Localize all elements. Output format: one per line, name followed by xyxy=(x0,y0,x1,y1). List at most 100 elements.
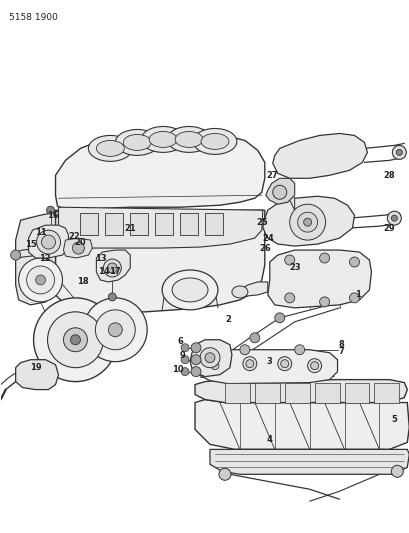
Polygon shape xyxy=(284,179,294,210)
Circle shape xyxy=(34,298,117,382)
Ellipse shape xyxy=(175,132,202,148)
Polygon shape xyxy=(29,225,68,258)
Polygon shape xyxy=(239,282,267,296)
Polygon shape xyxy=(262,196,354,246)
Polygon shape xyxy=(16,212,55,305)
Text: 1: 1 xyxy=(354,290,360,300)
Ellipse shape xyxy=(231,286,247,298)
Circle shape xyxy=(47,206,54,214)
Circle shape xyxy=(391,215,396,221)
Circle shape xyxy=(191,367,200,377)
Text: 23: 23 xyxy=(288,263,300,272)
Circle shape xyxy=(191,354,200,365)
Text: 21: 21 xyxy=(124,224,136,232)
Circle shape xyxy=(41,235,55,249)
Circle shape xyxy=(284,293,294,303)
Text: 20: 20 xyxy=(74,238,86,247)
Circle shape xyxy=(391,465,402,477)
Circle shape xyxy=(387,211,400,225)
Circle shape xyxy=(204,353,214,362)
Text: 17: 17 xyxy=(109,268,121,277)
Circle shape xyxy=(303,218,311,226)
Circle shape xyxy=(103,259,121,277)
Circle shape xyxy=(307,359,321,373)
Circle shape xyxy=(280,360,288,368)
Circle shape xyxy=(36,230,61,254)
Circle shape xyxy=(181,356,189,364)
Polygon shape xyxy=(190,340,231,377)
Circle shape xyxy=(348,293,359,303)
Circle shape xyxy=(319,297,329,307)
Text: 12: 12 xyxy=(38,254,50,263)
Text: 15: 15 xyxy=(25,239,36,248)
Circle shape xyxy=(200,348,219,368)
Polygon shape xyxy=(55,210,264,312)
Ellipse shape xyxy=(115,130,159,156)
Text: 18: 18 xyxy=(76,278,88,286)
Bar xyxy=(180,213,198,235)
Circle shape xyxy=(83,298,147,362)
Text: 7: 7 xyxy=(338,347,344,356)
Circle shape xyxy=(211,362,218,370)
Circle shape xyxy=(72,242,84,254)
Text: 28: 28 xyxy=(383,171,394,180)
Bar xyxy=(105,213,123,235)
Circle shape xyxy=(294,345,304,354)
Polygon shape xyxy=(16,360,58,390)
Circle shape xyxy=(27,266,54,294)
Text: 29: 29 xyxy=(383,224,394,232)
Circle shape xyxy=(181,368,189,376)
Polygon shape xyxy=(195,350,337,384)
Ellipse shape xyxy=(162,270,218,310)
Ellipse shape xyxy=(88,135,132,161)
Text: 10: 10 xyxy=(172,365,184,374)
Bar xyxy=(373,383,398,402)
Text: 8: 8 xyxy=(338,340,344,349)
Circle shape xyxy=(310,362,318,370)
Ellipse shape xyxy=(172,278,207,302)
Circle shape xyxy=(207,359,221,373)
Polygon shape xyxy=(195,400,408,449)
Text: 5158 1900: 5158 1900 xyxy=(9,13,57,22)
Circle shape xyxy=(218,469,230,480)
Text: 6: 6 xyxy=(177,337,182,346)
Circle shape xyxy=(284,255,294,265)
Circle shape xyxy=(396,149,401,156)
Polygon shape xyxy=(267,250,371,308)
Circle shape xyxy=(274,313,284,323)
Ellipse shape xyxy=(200,133,228,149)
Circle shape xyxy=(18,258,62,302)
Circle shape xyxy=(11,250,20,260)
Text: 26: 26 xyxy=(258,244,270,253)
Circle shape xyxy=(249,333,259,343)
Ellipse shape xyxy=(141,126,184,152)
Circle shape xyxy=(277,357,291,370)
Circle shape xyxy=(348,257,359,267)
Polygon shape xyxy=(265,179,294,204)
Polygon shape xyxy=(55,133,264,210)
Text: 14: 14 xyxy=(98,268,110,277)
Ellipse shape xyxy=(167,126,211,152)
Circle shape xyxy=(108,323,122,337)
Bar xyxy=(254,383,279,402)
Polygon shape xyxy=(63,238,92,258)
Polygon shape xyxy=(209,449,408,474)
Circle shape xyxy=(191,343,200,353)
Text: 4: 4 xyxy=(266,435,272,444)
Bar xyxy=(314,383,339,402)
Text: 3: 3 xyxy=(266,357,272,366)
Circle shape xyxy=(95,310,135,350)
Circle shape xyxy=(63,328,87,352)
Circle shape xyxy=(108,293,116,301)
Ellipse shape xyxy=(123,134,151,150)
Text: 13: 13 xyxy=(94,254,106,263)
Polygon shape xyxy=(58,207,262,248)
Text: 19: 19 xyxy=(30,363,41,372)
Ellipse shape xyxy=(96,140,124,156)
Bar xyxy=(284,383,309,402)
Bar xyxy=(130,213,148,235)
Circle shape xyxy=(319,253,329,263)
Circle shape xyxy=(181,344,189,352)
Circle shape xyxy=(239,345,249,354)
Circle shape xyxy=(107,263,117,273)
